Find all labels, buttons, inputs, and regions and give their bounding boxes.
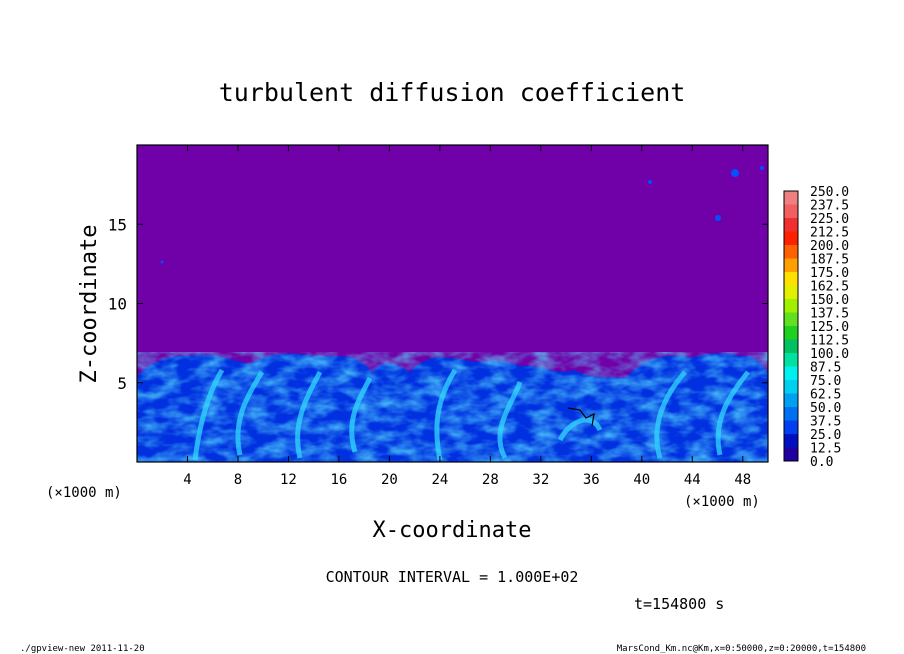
colorbar-label: 250.0 [810,185,849,200]
colorbar: 250.0237.5225.0212.5200.0187.5175.0162.5… [784,185,849,470]
x-tick-label: 48 [734,472,751,488]
y-tick-label: 5 [117,374,127,393]
colorbar-label: 212.5 [810,226,849,241]
plumes [192,368,750,461]
colorbar-frame [783,190,799,462]
colorbar-bin [784,204,798,219]
colorbar-label: 37.5 [810,415,841,430]
colorbar-label: 25.0 [810,428,841,443]
x-tick-label: 20 [381,472,398,488]
colorbar-bin [784,420,798,435]
footer-left: ./gpview-new 2011-11-20 [20,644,145,654]
colorbar-label: 225.0 [810,212,849,227]
turbulence-texture [137,352,768,462]
colorbar-label: 237.5 [810,199,849,214]
x-tick-label: 44 [684,472,701,488]
speckles [160,166,764,264]
colorbar-bin [784,312,798,327]
colorbar-bin [784,191,798,205]
colorbar-bin [784,299,798,313]
colorbar-bin [784,231,798,246]
y-tick-label: 15 [108,215,127,234]
colorbar-label: 175.0 [810,266,849,281]
colorbar-bin [784,339,798,354]
x-axis-ticks: 4 8 12 16 20 24 28 32 36 40 44 48 [183,145,751,488]
colorbar-bin [784,407,798,421]
contour-interval: CONTOUR INTERVAL = 1.000E+02 [326,568,579,586]
colorbar-bin [784,353,798,367]
colorbar-bin [784,218,798,232]
colorbar-label: 150.0 [810,293,849,308]
colorbar-label: 100.0 [810,347,849,362]
colorbar-label: 200.0 [810,239,849,254]
contour-100 [567,407,595,427]
x-unit-left: (×1000 m) [46,485,122,501]
y-axis-ticks: 5 10 15 [108,215,768,393]
colorbar-label: 137.5 [810,307,849,322]
chart-title: turbulent diffusion coefficient [219,78,686,107]
colorbar-label: 12.5 [810,442,841,457]
colorbar-label: 87.5 [810,361,841,376]
x-tick-label: 16 [330,472,347,488]
x-tick-label: 12 [280,472,297,488]
colorbar-bin [784,434,798,448]
colorbar-bin [784,245,798,259]
colorbar-bin [784,285,798,300]
x-tick-label: 32 [532,472,549,488]
colorbar-bin [784,326,798,340]
footer-right: MarsCond_Km.nc@Km,x=0:50000,z=0:20000,t=… [617,644,866,654]
colorbar-bin [784,258,798,273]
x-tick-label: 28 [482,472,499,488]
x-axis-label: X-coordinate [373,518,532,543]
x-unit-right: (×1000 m) [684,494,760,510]
colorbar-label: 75.0 [810,374,841,389]
colorbar-label: 0.0 [810,455,833,470]
colorbar-label: 62.5 [810,388,841,403]
x-tick-label: 40 [633,472,650,488]
colorbar-label: 50.0 [810,401,841,416]
y-axis-label: Z-coordinate [77,225,102,384]
x-tick-label: 36 [583,472,600,488]
colorbar-label: 112.5 [810,334,849,349]
colorbar-label: 187.5 [810,253,849,268]
time-label: t=154800 s [634,595,724,613]
y-tick-label: 10 [108,295,127,314]
colorbar-bin [784,366,798,381]
x-tick-label: 4 [183,472,191,488]
colorbar-label: 162.5 [810,280,849,295]
colorbar-bin [784,380,798,394]
colorbar-bin [784,447,798,462]
colorbar-label: 125.0 [810,320,849,335]
x-tick-label: 8 [234,472,242,488]
colorbar-bin [784,393,798,408]
plot-field [137,145,768,462]
colorbar-bin [784,272,798,286]
x-tick-label: 24 [431,472,448,488]
